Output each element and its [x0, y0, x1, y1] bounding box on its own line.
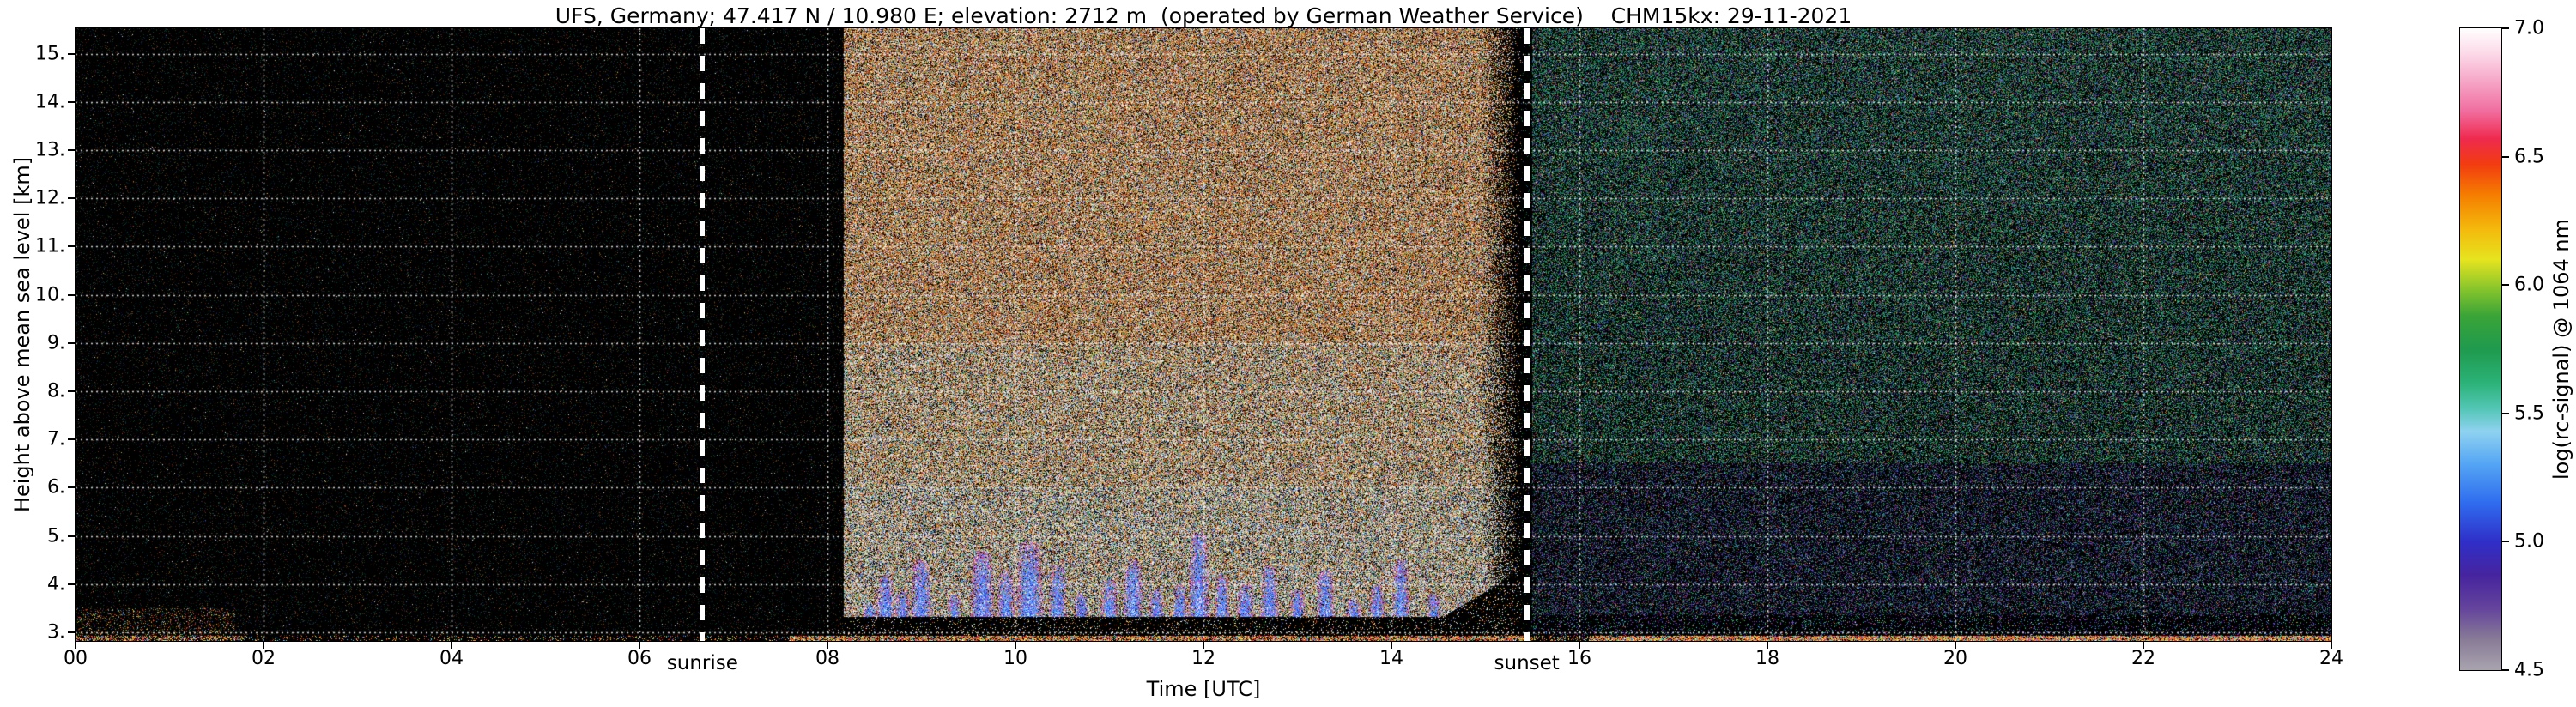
x-tick-mark [451, 642, 452, 649]
x-tick-mark [263, 642, 264, 649]
heatmap-canvas [76, 28, 2331, 641]
x-tick-label: 22 [2131, 648, 2155, 669]
y-tick-label: 15. [35, 43, 65, 65]
y-tick-label: 5. [47, 525, 65, 547]
y-tick-label: 3. [47, 621, 65, 644]
y-tick-mark [68, 52, 75, 55]
y-tick-label: 8. [47, 380, 65, 402]
colorbar-tick-label: 4.5 [2514, 659, 2544, 681]
y-tick-mark [68, 438, 75, 441]
x-tick-mark [1203, 642, 1204, 649]
y-tick-mark [68, 341, 75, 344]
y-tick-label: 10. [35, 284, 65, 306]
x-tick-mark [639, 642, 640, 649]
colorbar-tick-label: 5.5 [2514, 402, 2544, 425]
x-tick-mark [1015, 642, 1016, 649]
x-tick-label: 12 [1191, 648, 1215, 669]
x-tick-label: 10 [1003, 648, 1027, 669]
y-tick-mark [68, 390, 75, 392]
y-tick-label: 7. [47, 428, 65, 450]
sunrise-dashed-line [700, 28, 706, 641]
plot-area [75, 27, 2332, 642]
sunrise-annotation: sunrise [666, 652, 738, 674]
x-tick-mark [75, 642, 76, 649]
x-tick-label: 02 [252, 648, 276, 669]
colorbar-tick-mark [2502, 155, 2509, 158]
y-tick-mark [68, 583, 75, 585]
y-tick-label: 13. [35, 139, 65, 161]
colorbar-tick-label: 6.5 [2514, 146, 2544, 168]
x-tick-label: 16 [1567, 648, 1591, 669]
colorbar-gradient [2460, 28, 2501, 670]
x-tick-mark [1955, 642, 1956, 649]
x-tick-mark [1579, 642, 1580, 649]
colorbar-label: log(rc-signal) @ 1064 nm [2549, 218, 2573, 480]
y-tick-label: 12. [35, 187, 65, 209]
y-tick-mark [68, 197, 75, 200]
x-tick-mark [827, 642, 828, 649]
x-tick-label: 24 [2319, 648, 2343, 669]
y-tick-mark [68, 245, 75, 248]
colorbar-tick-mark [2502, 284, 2509, 287]
x-tick-label: 14 [1379, 648, 1403, 669]
chart-title: UFS, Germany; 47.417 N / 10.980 E; eleva… [555, 3, 1852, 28]
y-tick-mark [68, 486, 75, 489]
y-tick-mark [68, 631, 75, 633]
x-tick-mark [1391, 642, 1392, 649]
y-tick-label: 11. [35, 235, 65, 257]
y-tick-label: 4. [47, 573, 65, 595]
x-tick-label: 06 [627, 648, 652, 669]
y-tick-mark [68, 293, 75, 296]
colorbar-tick-label: 5.0 [2514, 530, 2544, 553]
colorbar-tick-label: 6.0 [2514, 274, 2544, 296]
x-tick-label: 20 [1943, 648, 1967, 669]
y-tick-mark [68, 149, 75, 152]
x-tick-label: 04 [439, 648, 464, 669]
colorbar-tick-mark [2502, 541, 2509, 543]
y-tick-label: 9. [47, 332, 65, 354]
y-tick-mark [68, 100, 75, 103]
colorbar-tick-mark [2502, 412, 2509, 414]
y-tick-mark [68, 535, 75, 537]
x-tick-mark [1767, 642, 1768, 649]
y-tick-label: 14. [35, 91, 65, 113]
sunset-dashed-line [1524, 28, 1530, 641]
x-axis-label: Time [UTC] [1146, 677, 1261, 701]
colorbar-tick-mark [2502, 669, 2509, 671]
x-tick-label: 08 [815, 648, 839, 669]
x-tick-label: 00 [64, 648, 88, 669]
x-tick-label: 18 [1755, 648, 1779, 669]
colorbar-tick-mark [2502, 27, 2509, 29]
sunset-annotation: sunset [1494, 652, 1560, 674]
colorbar-tick-label: 7.0 [2514, 17, 2544, 39]
x-tick-mark [2331, 642, 2332, 649]
colorbar [2459, 27, 2502, 671]
y-tick-label: 6. [47, 476, 65, 499]
x-tick-mark [2143, 642, 2144, 649]
